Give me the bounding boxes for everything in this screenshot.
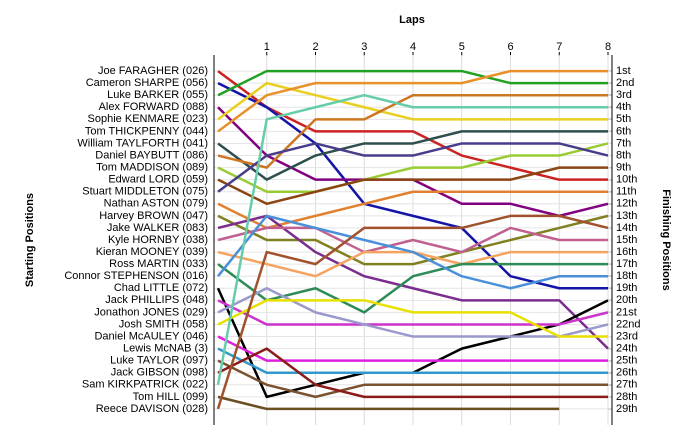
y2-tick-label: 6th [616,125,631,137]
y2-tick-label: 24th [616,343,637,355]
start-label: Alex FORWARD (088) [99,101,208,113]
start-label: Daniel McAULEY (046) [94,330,208,342]
start-label: Sophie KENMARE (023) [88,113,208,125]
start-label: Edward LORD (059) [108,174,208,186]
y2-tick-label: 11th [616,186,637,198]
lap-line [217,214,608,290]
start-label: Stuart MIDDLETON (075) [82,186,208,198]
y2-tick-label: 15th [616,234,637,246]
y2-tick-label: 23rd [616,330,638,342]
lap-line [217,69,608,97]
lap-line [217,347,608,374]
y2-tick-label: 1st [616,65,631,77]
y2-tick-label: 25th [616,355,637,367]
lap-line [217,395,560,411]
y2-tick-label: 29th [616,403,637,415]
start-label: Jonathon JONES (029) [94,306,208,318]
y2-tick-label: 8th [616,149,631,161]
start-label: Luke TAYLOR (097) [110,355,208,367]
y2-tick-label: 21st [616,306,637,318]
y2-tick-label: 27th [616,379,637,391]
y2-tick-label: 22nd [616,318,640,330]
lap-line [217,142,609,193]
y2-tick-label: 5th [616,113,631,125]
start-label: Chad LITTLE (072) [114,282,208,294]
start-label: Luke BARKER (055) [107,89,208,101]
start-label: Sam KIRKPATRICK (022) [82,379,208,391]
y2-tick-label: 19th [616,282,637,294]
lap-line [216,214,609,410]
y2-tick-label: 28th [616,391,637,403]
labels: 1 2 3 4 5 6 7 81st2nd3rd4th5th6th7th8th9th10th1… [64,41,640,415]
x-tick-label: 3 [361,41,367,53]
lap-line [217,214,609,266]
x-tick-label: 4 [410,41,416,53]
y2-tick-label: 3rd [616,89,632,101]
lap-line [216,93,608,386]
y2-tick-label: 26th [616,367,637,379]
start-label: Tom THICKPENNY (044) [85,125,208,137]
start-label: Reece DAVISON (028) [96,403,208,415]
start-label: Kyle HORNBY (038) [108,234,208,246]
start-label: Daniel BAYBUTT (086) [95,149,208,161]
lap-line [217,287,609,338]
y-axis-label: Starting Positions [24,193,36,287]
x-tick-label: 2 [312,41,318,53]
lap-line [217,166,608,206]
x-tick-label: 6 [507,41,513,53]
lines [216,69,609,411]
start-label: Tom HILL (099) [133,391,208,403]
lap-line [217,81,608,121]
x-tick-label: 8 [605,41,611,53]
y2-tick-label: 12th [616,198,637,210]
y2-tick-label: 7th [616,137,631,149]
lap-line [217,299,608,338]
start-label: Jack GIBSON (098) [111,367,208,379]
start-label: Kieran MOONEY (039) [96,246,208,258]
lap-line [217,130,608,181]
start-label: Nathan ASTON (079) [104,198,208,210]
y2-tick-label: 14th [616,222,637,234]
start-label: Jake WALKER (083) [107,222,208,234]
lap-line [217,190,608,230]
lap-line [217,82,608,290]
lap-line [217,347,608,399]
start-label: Connor STEPHENSON (016) [64,270,208,282]
lap-line [217,359,608,399]
x-tick-label: 5 [459,41,465,53]
y2-tick-label: 18th [616,270,637,282]
y2-tick-label: 20th [616,294,637,306]
y2-tick-label: 10th [616,174,637,186]
lap-line [217,142,609,193]
chart-title: Laps [399,14,425,26]
start-label: Cameron SHARPE (056) [86,77,208,89]
lap-line [217,226,608,254]
start-label: Tom MADDISON (089) [96,162,208,174]
start-label: Ross MARTIN (033) [109,258,208,270]
lap-line [217,299,609,326]
y2-tick-label: 2nd [616,77,634,89]
y2-axis-label: Finishing Positions [660,189,672,290]
y2-tick-label: 16th [616,246,637,258]
y2-tick-label: 17th [616,258,637,270]
start-label: Joe FARAGHER (026) [98,65,208,77]
start-label: Jack PHILLIPS (048) [105,294,208,306]
y2-tick-label: 9th [616,162,631,174]
start-label: Lewis McNAB (3) [123,343,208,355]
y2-tick-label: 13th [616,210,637,222]
start-label: Josh SMITH (058) [119,318,208,330]
lap-line [217,69,608,133]
start-label: Harvey BROWN (047) [99,210,208,222]
y2-tick-label: 4th [616,101,631,113]
x-tick-label: 7 [556,41,562,53]
x-tick-label: 1 [264,41,270,53]
start-label: William TAYLFORTH (041) [77,137,208,149]
